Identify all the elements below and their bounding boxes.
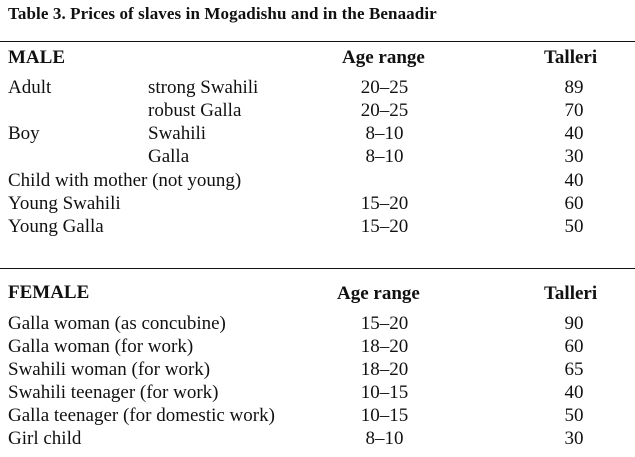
male-row: Galla 8–10 30 [0,145,635,168]
row-price: 60 [564,193,584,214]
row-category: Girl child [8,428,82,449]
table-title: Table 3. Prices of slaves in Mogadishu a… [8,4,437,23]
row-price: 65 [564,359,584,380]
row-price: 30 [564,146,584,167]
row-age: 8–10 [365,428,404,449]
row-age: 15–20 [360,193,409,214]
row-age: 10–15 [360,382,409,403]
row-price: 50 [564,216,584,237]
row-price: 50 [564,405,584,426]
row-age: 15–20 [360,216,409,237]
row-price: 60 [564,336,584,357]
row-price: 89 [564,77,584,98]
row-age: 10–15 [360,405,409,426]
male-row: Young Galla 15–20 50 [0,215,635,238]
top-rule [0,41,635,42]
row-age: 8–10 [365,123,404,144]
row-age: 20–25 [360,100,409,121]
row-price: 40 [564,382,584,403]
row-age: 18–20 [360,359,409,380]
female-age-header: Age range [337,283,420,304]
row-age: 8–10 [365,146,404,167]
row-age: 20–25 [360,77,409,98]
row-description: Galla [148,146,190,167]
row-category: Galla woman (for work) [8,336,194,357]
row-description: robust Galla [148,100,242,121]
row-category: Young Galla [8,216,104,237]
row-age: 18–20 [360,336,409,357]
row-price: 70 [564,100,584,121]
row-category: Child with mother (not young) [8,170,242,191]
male-row: Adult strong Swahili 20–25 89 [0,76,635,99]
female-row: Swahili teenager (for work) 10–15 40 [0,381,635,404]
female-price-header: Talleri [544,283,598,304]
row-category: Adult [8,77,52,98]
row-category: Swahili woman (for work) [8,359,211,380]
row-category: Galla woman (as concubine) [8,313,226,334]
male-price-header: Talleri [544,47,598,68]
male-row: Young Swahili 15–20 60 [0,192,635,215]
male-row: robust Galla 20–25 70 [0,99,635,122]
section-rule [0,268,635,269]
male-age-header: Age range [342,47,425,68]
row-category: Young Swahili [8,193,121,214]
female-heading: FEMALE [8,282,90,303]
row-price: 40 [564,170,584,191]
row-category: Boy [8,123,40,144]
female-row: Galla woman (as concubine) 15–20 90 [0,312,635,335]
male-heading: MALE [8,47,65,68]
female-row: Girl child 8–10 30 [0,427,635,450]
row-description: Swahili [148,123,207,144]
row-description: strong Swahili [148,77,259,98]
female-row: Galla woman (for work) 18–20 60 [0,335,635,358]
female-row: Swahili woman (for work) 18–20 65 [0,358,635,381]
female-row: Galla teenager (for domestic work) 10–15… [0,404,635,427]
row-category: Galla teenager (for domestic work) [8,405,275,426]
male-row: Boy Swahili 8–10 40 [0,122,635,145]
row-price: 30 [564,428,584,449]
row-price: 40 [564,123,584,144]
male-row: Child with mother (not young) 40 [0,169,635,192]
row-price: 90 [564,313,584,334]
row-category: Swahili teenager (for work) [8,382,219,403]
row-age: 15–20 [360,313,409,334]
